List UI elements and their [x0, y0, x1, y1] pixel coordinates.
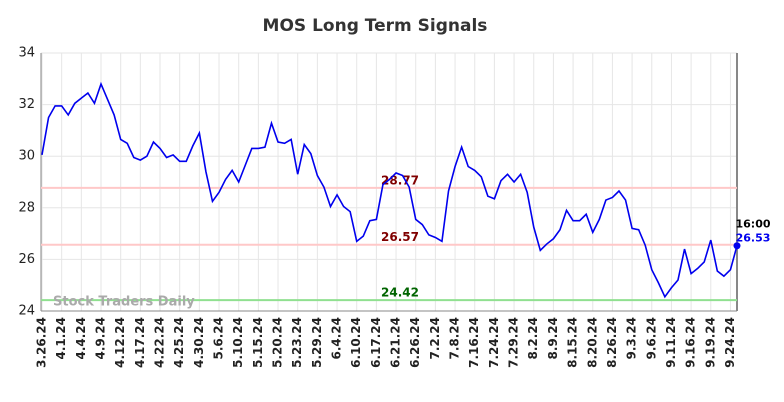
x-tick-label: 3.26.24 [35, 317, 49, 368]
x-tick-label: 4.12.24 [113, 317, 127, 368]
x-tick-label: 7.16.24 [467, 317, 481, 368]
signal-label: 26.57 [381, 230, 419, 244]
x-tick-label: 9.3.24 [625, 317, 639, 360]
chart-title: MOS Long Term Signals [263, 16, 488, 36]
y-tick-label: 28 [18, 200, 35, 215]
x-tick-label: 8.26.24 [605, 317, 619, 368]
x-tick-label: 5.23.24 [290, 317, 304, 368]
y-tick-label: 30 [18, 149, 35, 164]
x-tick-label: 8.15.24 [566, 317, 580, 368]
y-tick-label: 24 [18, 304, 35, 319]
last-time: 16:00 [735, 218, 770, 231]
x-tick-label: 5.10.24 [231, 317, 245, 368]
x-tick-label: 6.10.24 [349, 317, 363, 368]
y-tick-label: 34 [18, 46, 35, 61]
x-tick-label: 4.4.24 [74, 317, 88, 360]
x-tick-label: 7.2.24 [428, 317, 442, 360]
y-tick-label: 32 [18, 97, 35, 112]
last-point [733, 242, 741, 250]
x-tick-label: 9.11.24 [664, 317, 678, 368]
x-tick-label: 4.30.24 [192, 317, 206, 368]
x-tick-label: 8.9.24 [546, 317, 560, 360]
x-tick-label: 7.8.24 [448, 317, 462, 360]
x-tick-label: 9.24.24 [723, 317, 737, 368]
x-tick-label: 6.21.24 [389, 317, 403, 368]
x-tick-label: 7.29.24 [507, 317, 521, 368]
watermark: Stock Traders Daily [53, 295, 195, 310]
signal-label: 28.77 [381, 173, 419, 187]
x-tick-label: 8.20.24 [585, 317, 599, 368]
x-tick-label: 5.29.24 [310, 317, 324, 368]
x-tick-label: 6.4.24 [330, 317, 344, 360]
signal-label: 24.42 [381, 286, 419, 300]
x-tick-label: 9.16.24 [684, 317, 698, 368]
x-tick-label: 6.17.24 [369, 317, 383, 368]
y-tick-label: 26 [18, 252, 35, 267]
x-tick-label: 4.22.24 [153, 317, 167, 368]
x-tick-label: 6.26.24 [408, 317, 422, 368]
x-tick-label: 5.20.24 [271, 317, 285, 368]
x-tick-label: 4.1.24 [54, 317, 68, 360]
x-tick-label: 9.19.24 [703, 317, 717, 368]
x-tick-label: 5.6.24 [212, 317, 226, 360]
x-tick-label: 9.6.24 [644, 317, 658, 360]
x-tick-label: 7.24.24 [487, 317, 501, 368]
last-value: 26.53 [736, 232, 771, 245]
x-tick-label: 5.15.24 [251, 317, 265, 368]
x-tick-label: 4.17.24 [133, 317, 147, 368]
price-line [41, 81, 738, 299]
x-tick-label: 4.25.24 [172, 317, 186, 368]
x-tick-label: 4.9.24 [94, 317, 108, 360]
x-tick-label: 8.2.24 [526, 317, 540, 360]
